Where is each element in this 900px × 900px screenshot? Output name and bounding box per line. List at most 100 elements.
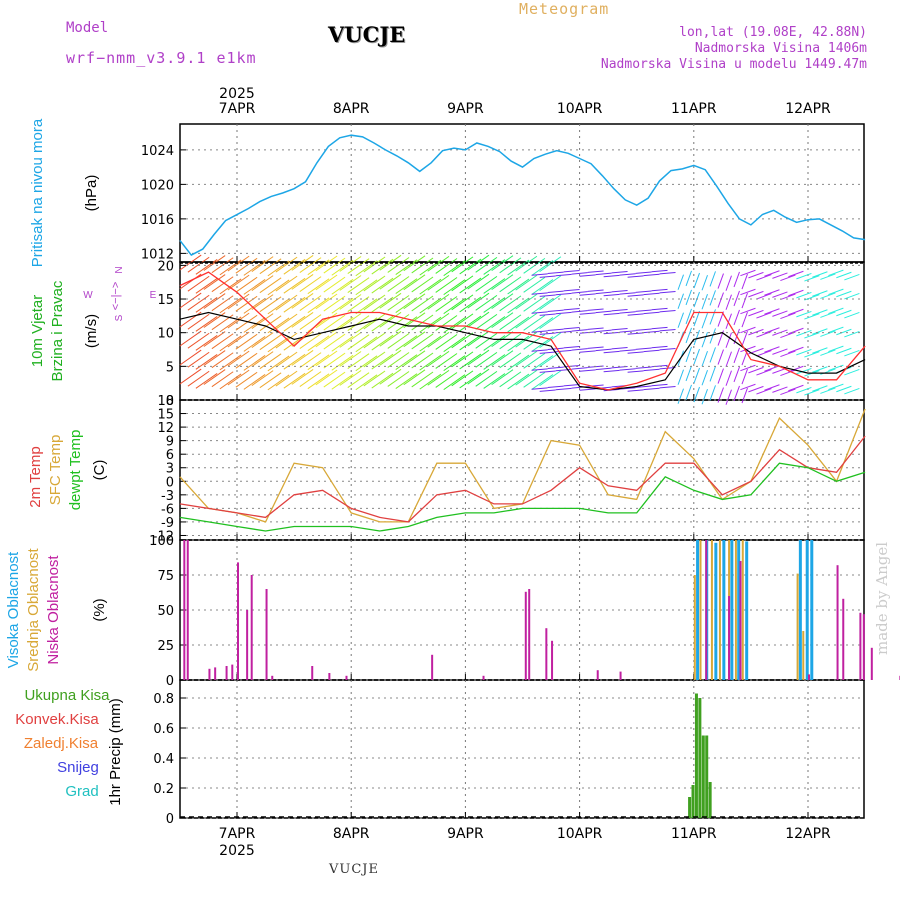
wind-barb: [772, 329, 788, 336]
wind-barb: [203, 255, 226, 271]
wind-barb: [796, 386, 812, 394]
wind-barb: [507, 354, 530, 371]
precip-legend-item: Konvek.Kisa: [15, 711, 99, 728]
wind-barb: [772, 386, 788, 393]
wind-barb: [531, 292, 548, 295]
wind-barb: [411, 257, 434, 274]
wind-barb: [635, 290, 652, 293]
wind-barb: [619, 292, 636, 295]
wind-barb: [627, 294, 644, 297]
dir-legend-south: S: [114, 314, 125, 321]
wind-barb: [331, 297, 354, 314]
wind-barb: [283, 372, 306, 389]
wind-barb: [539, 294, 556, 297]
wind-barb: [595, 291, 612, 295]
cloud-bar-mid: [710, 540, 713, 680]
pressure-unit: (hPa): [83, 175, 100, 212]
wind-barb: [387, 276, 410, 292]
wind-barb: [219, 335, 242, 352]
precip-bar: [708, 782, 712, 818]
wind-barb: [467, 273, 490, 290]
wind-barb: [733, 271, 740, 288]
wind-barb: [267, 279, 290, 296]
cloud-bar-low: [551, 640, 554, 680]
wind-barb: [251, 294, 274, 310]
wind-barb: [355, 374, 378, 391]
cloud-title-mid: Srednja Oblacnost: [25, 547, 42, 671]
wind-ytick-label: 15: [157, 293, 174, 308]
wind-barb: [411, 352, 434, 369]
wind-barb: [701, 294, 708, 310]
wind-barb: [741, 311, 748, 328]
pressure-ytick-label: 1024: [141, 144, 174, 159]
wind-title-2: Brzina i Pravac: [49, 280, 66, 381]
wind-barb: [323, 276, 346, 293]
wind-barb: [709, 366, 716, 382]
wind-barb: [741, 273, 748, 290]
wind-barb: [203, 312, 226, 328]
cloud-bar-low: [596, 670, 599, 680]
wind-barb: [315, 293, 338, 310]
wind-barb: [828, 345, 844, 353]
cloud-bar-low: [311, 666, 314, 680]
wind-barb: [483, 278, 506, 294]
wind-barb: [459, 372, 482, 389]
wind-barb: [539, 351, 562, 368]
wind-barb: [725, 389, 732, 405]
cloud-bar-low: [862, 614, 865, 680]
wind-barb: [251, 313, 274, 329]
wind-barb: [459, 334, 482, 351]
wind-barb: [788, 384, 804, 392]
cloud-bar-low: [345, 675, 348, 680]
wind-barb: [828, 383, 844, 391]
wind-barb: [475, 351, 498, 368]
wind-barb: [363, 351, 386, 368]
cloud-bar-low: [859, 612, 862, 680]
temperature-ytick-label: 15: [157, 408, 174, 423]
wind-barb: [307, 335, 330, 352]
cloud-bar-low: [431, 654, 434, 680]
wind-barb: [756, 350, 772, 357]
wind-barb: [701, 275, 708, 291]
wind-barb: [812, 385, 828, 392]
wind-barb: [531, 317, 554, 333]
wind-barb: [587, 346, 604, 349]
wind-barb: [339, 256, 362, 272]
wind-barb: [780, 312, 796, 320]
wind-barb: [395, 259, 418, 275]
wind-barb: [219, 297, 242, 314]
wind-barb: [451, 332, 474, 349]
wind-barb: [411, 371, 434, 388]
wind-barb: [539, 275, 562, 292]
wind-barb: [812, 347, 828, 354]
wind-barb: [403, 331, 426, 348]
wind-barb: [371, 277, 394, 294]
cloud-bar-high: [730, 540, 734, 680]
precip-bar: [691, 785, 695, 818]
wind-barb: [475, 370, 498, 387]
wind-barb: [307, 373, 330, 390]
cloud-bar-low: [265, 589, 268, 680]
wind-barb: [733, 366, 740, 383]
wind-barb: [555, 387, 572, 391]
wind-barb: [555, 368, 572, 372]
wind-barb: [844, 387, 860, 395]
model-label: Model: [66, 20, 109, 36]
wind-barb: [187, 370, 210, 387]
wind-barb: [315, 369, 338, 386]
wind-barb: [435, 296, 458, 312]
wind-barb: [483, 373, 506, 389]
cloud-bar-low: [705, 540, 708, 680]
precip-title: 1hr Precip (mm): [107, 698, 124, 806]
date-label-bottom: 8APR: [333, 826, 370, 842]
wind-barb: [531, 374, 554, 390]
wind-barb: [651, 383, 668, 387]
wind-barb: [579, 388, 596, 391]
wind-barb: [275, 294, 298, 311]
wind-barb: [531, 260, 554, 276]
wind-barb: [725, 313, 732, 329]
wind-barb: [780, 388, 796, 396]
wind-barb: [603, 350, 620, 354]
wind-barb: [499, 295, 522, 312]
wind-barb: [844, 292, 860, 300]
